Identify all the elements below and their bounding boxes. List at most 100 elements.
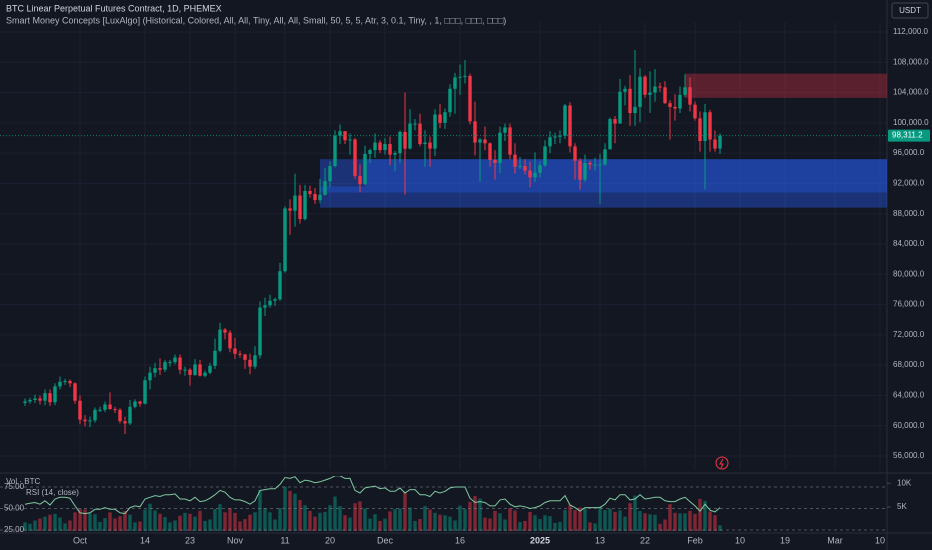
x-tick-label: Feb	[687, 535, 703, 545]
candle-body	[578, 160, 582, 180]
order-block	[685, 73, 887, 98]
rsi-label: RSI (14, close)	[26, 488, 79, 497]
candle-body	[548, 137, 552, 147]
candle-body	[308, 190, 312, 195]
candle-body	[458, 76, 462, 78]
volume-bar	[628, 503, 632, 531]
volume-bar	[233, 512, 237, 531]
candle-body	[588, 162, 592, 165]
candle-body	[183, 369, 187, 371]
volume-bar	[558, 521, 562, 531]
volume-bar	[443, 515, 447, 531]
x-tick-label: 19	[780, 535, 790, 545]
volume-bar	[93, 514, 97, 531]
volume-bar	[293, 493, 297, 531]
candle-body	[543, 146, 547, 166]
currency-label[interactable]: USDT	[899, 6, 921, 15]
volume-bar	[378, 520, 382, 531]
volume-bar	[448, 516, 452, 531]
volume-bar	[413, 520, 417, 531]
candle-body	[28, 399, 32, 402]
volume-bar	[573, 509, 577, 531]
candle-body	[168, 362, 172, 364]
volume-bar	[198, 510, 202, 531]
volume-bar	[318, 512, 322, 531]
candle-body	[83, 419, 87, 422]
candle-body	[368, 150, 372, 154]
volume-bar	[403, 491, 407, 531]
volume-bar	[613, 511, 617, 531]
candle-body	[208, 365, 212, 373]
volume-bar	[218, 504, 222, 531]
candle-body	[618, 91, 622, 124]
volume-bar	[608, 508, 612, 531]
volume-bar	[618, 510, 622, 531]
y-tick-label: 80,000.0	[893, 269, 925, 278]
candle-body	[623, 88, 627, 92]
candle-body	[533, 172, 537, 178]
candle-body	[143, 380, 147, 404]
volume-bar	[273, 519, 277, 531]
alert-icon[interactable]	[715, 456, 729, 470]
candle-body	[158, 368, 162, 370]
candle-body	[668, 103, 672, 107]
candle-body	[703, 112, 707, 142]
candle-body	[338, 131, 342, 136]
volume-bar	[473, 496, 477, 531]
volume-bar	[633, 495, 637, 531]
y-tick-label: 68,000.0	[893, 360, 925, 369]
volume-bar	[648, 514, 652, 531]
candle-body	[48, 393, 52, 403]
volume-bar	[128, 514, 132, 531]
main-pane	[0, 22, 887, 470]
volume-bar	[678, 513, 682, 531]
x-tick-label: Dec	[377, 535, 394, 545]
candle-body	[418, 123, 422, 145]
candle-body	[228, 332, 232, 349]
candle-body	[513, 154, 517, 167]
volume-bar	[568, 504, 572, 531]
candle-body	[268, 300, 272, 306]
y-tick-label: 96,000.0	[893, 148, 925, 157]
volume-bar	[453, 520, 457, 531]
candle-body	[373, 142, 377, 151]
candle-body	[678, 94, 682, 109]
currency-button[interactable]	[891, 2, 929, 19]
volume-bar	[38, 518, 42, 531]
volume-tick-label: 5K	[897, 502, 907, 511]
candle-body	[278, 271, 282, 300]
candle-body	[688, 87, 692, 105]
volume-bar	[208, 519, 212, 531]
candle-body	[173, 357, 177, 363]
x-tick-label: 16	[455, 535, 465, 545]
volume-bar	[548, 516, 552, 531]
candle-body	[428, 142, 432, 149]
volume-bar	[688, 510, 692, 531]
y-tick-label: 100,000.0	[893, 118, 929, 127]
volume-bar	[243, 519, 247, 531]
candle-body	[238, 353, 242, 355]
candle-body	[648, 92, 652, 95]
candle-body	[248, 359, 252, 367]
x-tick-label: 10	[875, 535, 885, 545]
volume-bar	[653, 514, 657, 531]
volume-bar	[118, 516, 122, 531]
candle-body	[638, 76, 642, 107]
volume-bar	[408, 507, 412, 531]
y-tick-label: 72,000.0	[893, 330, 925, 339]
y-tick-label: 92,000.0	[893, 179, 925, 188]
candle-body	[608, 119, 612, 150]
volume-bar	[338, 506, 342, 531]
candle-body	[78, 400, 82, 420]
volume-bar	[543, 515, 547, 531]
candle-body	[653, 86, 657, 93]
volume-bar	[373, 514, 377, 531]
y-tick-label: 104,000.0	[893, 88, 929, 97]
volume-bar	[498, 513, 502, 531]
volume-bar	[178, 515, 182, 531]
candle-body	[323, 181, 327, 195]
candle-body	[163, 362, 167, 370]
volume-bar	[603, 509, 607, 531]
volume-bar	[673, 512, 677, 531]
